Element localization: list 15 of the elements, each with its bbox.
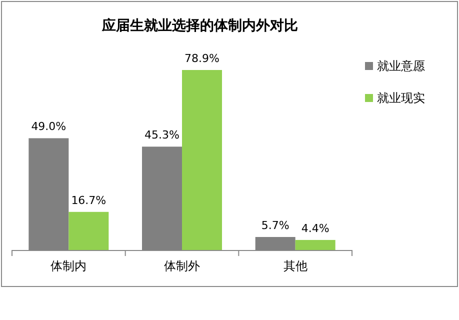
x-tick-label: 体制内	[50, 259, 87, 273]
bar	[182, 70, 222, 250]
data-label: 49.0%	[31, 120, 66, 134]
chart-title: 应届生就业选择的体制内外对比	[101, 17, 298, 34]
legend-label: 就业现实	[377, 91, 425, 105]
data-label: 5.7%	[261, 218, 290, 232]
bar	[68, 212, 109, 250]
data-label: 45.3%	[144, 128, 180, 142]
data-label: 4.4%	[301, 222, 330, 235]
legend-label: 就业意愿	[377, 59, 425, 73]
bar	[295, 240, 336, 250]
x-tick-label: 体制外	[164, 259, 200, 273]
x-tick-label: 其他	[283, 259, 308, 273]
data-label: 78.9%	[184, 52, 220, 65]
data-label: 16.7%	[71, 194, 106, 207]
